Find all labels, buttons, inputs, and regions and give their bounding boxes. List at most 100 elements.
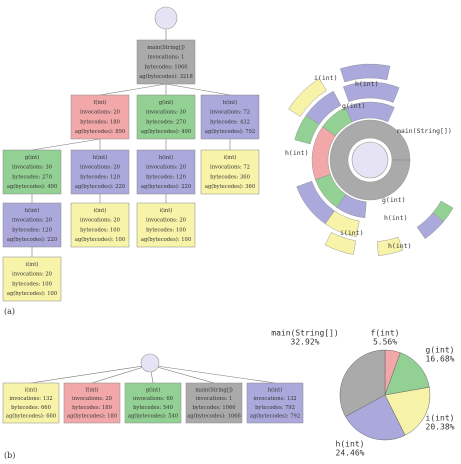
sunburst-label: h(int) (384, 214, 407, 222)
pie-value-label: 20.38% (426, 423, 455, 432)
sunburst-segment (324, 232, 356, 255)
node-text: h(int) (93, 154, 107, 161)
node-text: bytecodes: 432 (210, 119, 250, 125)
sunburst-label: h(int) (285, 149, 308, 157)
node-text: invocations: 30 (146, 110, 186, 116)
sunburst-label: g(int) (382, 196, 405, 204)
pie-slice (345, 394, 406, 441)
pie-slice (339, 349, 386, 417)
node-text: bytecodes: 360 (210, 174, 250, 180)
node-text: invocations: 20 (72, 396, 112, 402)
node-text: ag(bytecodes): 220 (75, 183, 125, 190)
root-node (140, 353, 160, 373)
node-text: f(int) (93, 99, 106, 106)
node-text: ag(bytecodes): 360 (205, 183, 255, 190)
node-box (200, 149, 260, 195)
node-box (70, 202, 130, 248)
sunburst-label: i(int) (340, 229, 363, 237)
pie-value-label: 24.46% (336, 449, 365, 458)
node-text: invocations: 72 (210, 110, 250, 116)
node-box (63, 382, 121, 424)
pie-slice (384, 386, 431, 436)
node-text: ag(bytecodes): 220 (141, 183, 191, 190)
node-text: main(String[]) (195, 386, 233, 393)
sunburst-label: g(int) (342, 102, 365, 110)
node-text: bytecodes: 1066 (192, 405, 235, 411)
sunburst-label: h(int) (355, 80, 378, 88)
node-text: bytecodes: 180 (80, 119, 120, 125)
node-box (136, 149, 196, 195)
caption-label: (b) (4, 451, 15, 460)
node-text: ag(bytecodes): 180 (67, 413, 117, 420)
node-text: f(int) (85, 386, 98, 393)
node-box (70, 149, 130, 195)
node-text: ag(bytecodes): 490 (7, 183, 57, 190)
pie-label: h(int) (336, 440, 365, 449)
node-text: invocations: 20 (80, 165, 120, 171)
node-text: invocations: 20 (146, 218, 186, 224)
pie-value-label: 16.68% (426, 355, 455, 364)
node-text: ag(bytecodes): 3218 (139, 73, 193, 80)
node-text: invocations: 20 (80, 218, 120, 224)
node-box (2, 382, 60, 424)
node-text: ag(bytecodes): 890 (75, 128, 125, 135)
node-text: invocations: 1 (196, 396, 233, 402)
node-box (136, 202, 196, 248)
node-text: ag(bytecodes): 540 (128, 413, 178, 420)
node-text: bytecodes: 270 (146, 119, 186, 125)
node-text: g(int) (159, 99, 173, 106)
node-text: invocations: 132 (9, 396, 52, 402)
node-box (136, 94, 196, 140)
node-text: h(int) (268, 386, 282, 393)
node-text: bytecodes: 270 (12, 174, 52, 180)
edge (31, 138, 101, 151)
node-text: invocations: 1 (148, 55, 185, 61)
edge (99, 83, 167, 96)
node-text: bytecodes: 540 (133, 405, 173, 411)
node-text: bytecodes: 660 (11, 405, 51, 411)
node-text: bytecodes: 100 (146, 227, 186, 233)
sunburst-label: main(String[]) (397, 127, 452, 135)
node-text: ag(bytecodes): 1066 (187, 413, 241, 420)
node-text: invocations: 20 (146, 165, 186, 171)
node-text: g(int) (25, 154, 39, 161)
node-text: ag(bytecodes): 100 (7, 290, 57, 297)
sunburst-segment (305, 90, 342, 125)
node-text: invocations: 132 (253, 396, 296, 402)
node-text: ag(bytecodes): 490 (141, 128, 191, 135)
pie-label: main(String[]) (271, 329, 338, 338)
node-box (136, 39, 196, 85)
edge (165, 83, 231, 96)
pie-label: g(int) (426, 346, 455, 355)
node-text: h(int) (223, 99, 237, 106)
sunburst-segment (296, 180, 335, 225)
node-text: invocations: 30 (12, 165, 52, 171)
node-text: bytecodes: 1066 (144, 64, 187, 70)
node-text: bytecodes: 120 (80, 174, 120, 180)
node-box (2, 256, 62, 302)
node-box (185, 382, 243, 424)
sunburst-segment (343, 81, 400, 103)
edge (149, 364, 215, 384)
sunburst-segment (336, 194, 367, 218)
node-box (2, 202, 62, 248)
node-text: i(int) (25, 386, 38, 393)
pie-value-label: 32.92% (291, 338, 320, 347)
node-box (124, 382, 182, 424)
node-text: invocations: 72 (210, 165, 250, 171)
pie-value-label: 5.56% (373, 338, 397, 347)
node-text: bytecodes: 100 (12, 281, 52, 287)
node-text: h(int) (25, 207, 39, 214)
sunburst-segment (329, 119, 411, 201)
sunburst-segment (324, 210, 360, 238)
edge (91, 364, 151, 384)
node-text: ag(bytecodes): 792 (250, 413, 300, 420)
node-text: ag(bytecodes): 100 (141, 236, 191, 243)
sunburst-segment (288, 78, 327, 117)
node-text: bytecodes: 100 (80, 227, 120, 233)
node-text: ag(bytecodes): 660 (6, 413, 56, 420)
caption-label: (a) (4, 307, 15, 316)
node-text: invocations: 20 (80, 110, 120, 116)
node-text: bytecodes: 120 (146, 174, 186, 180)
